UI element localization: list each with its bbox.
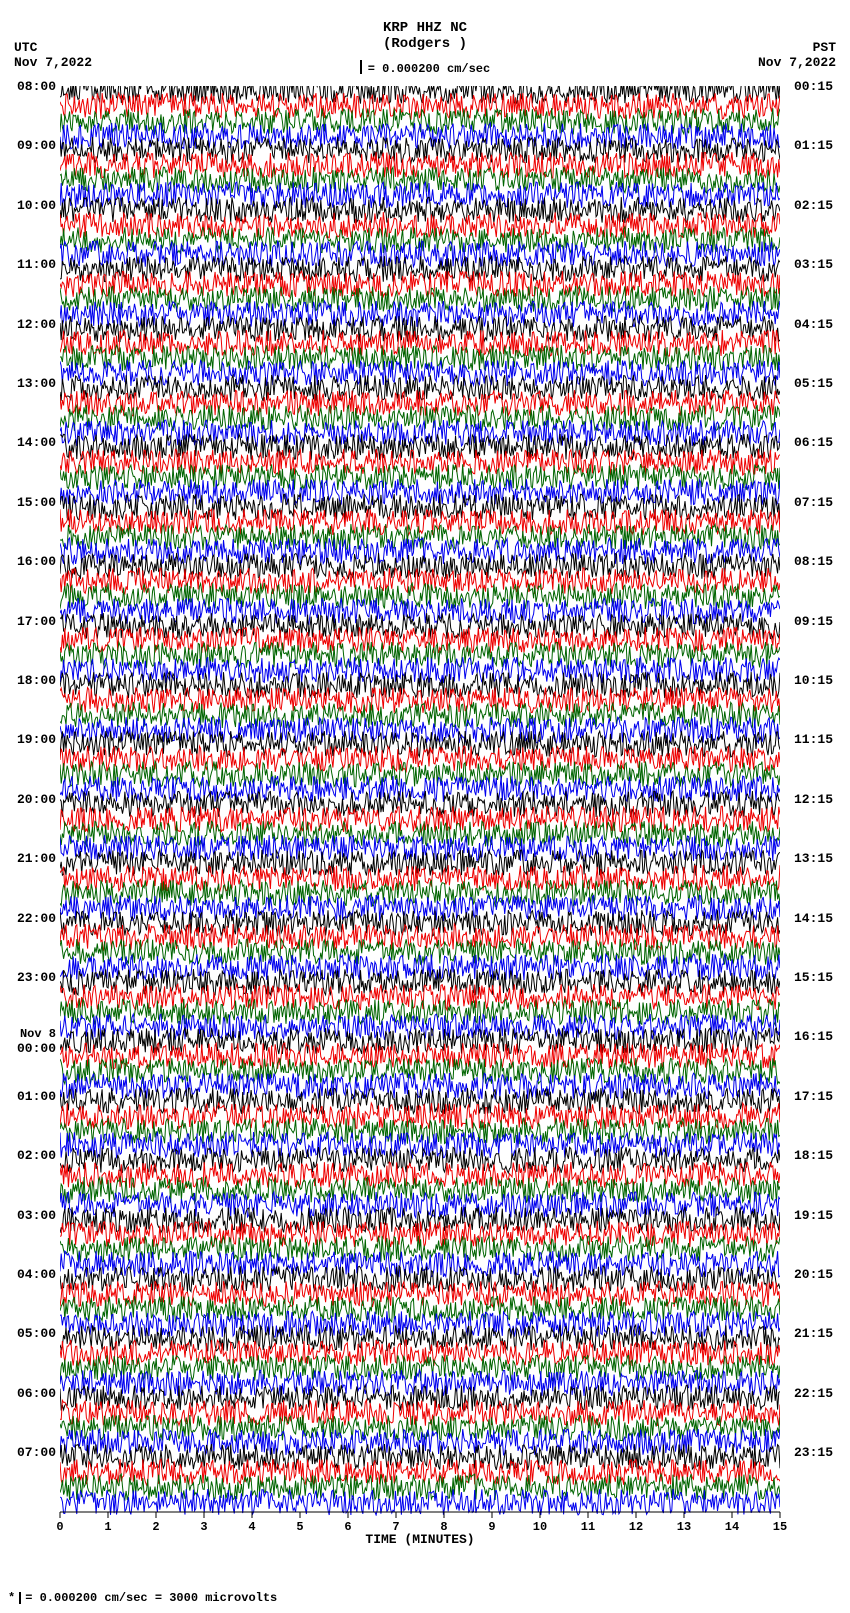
left-time-label: 03:00 bbox=[10, 1208, 56, 1223]
left-date-marker: Nov 8 bbox=[10, 1027, 56, 1041]
left-time-label: 04:00 bbox=[10, 1267, 56, 1282]
right-time-label: 10:15 bbox=[794, 673, 840, 688]
left-time-label: 17:00 bbox=[10, 614, 56, 629]
scale-text: = 0.000200 cm/sec bbox=[368, 62, 490, 76]
right-time-label: 23:15 bbox=[794, 1445, 840, 1460]
seismogram-container: KRP HHZ NC (Rodgers ) UTC Nov 7,2022 PST… bbox=[0, 0, 850, 1613]
tz-right-label: PST bbox=[758, 40, 836, 55]
x-axis-label: TIME (MINUTES) bbox=[60, 1532, 780, 1547]
station-title: KRP HHZ NC bbox=[0, 20, 850, 36]
left-time-label: 01:00 bbox=[10, 1089, 56, 1104]
tz-left-label: UTC bbox=[14, 40, 92, 55]
right-time-label: 05:15 bbox=[794, 376, 840, 391]
right-time-label: 14:15 bbox=[794, 911, 840, 926]
right-time-label: 17:15 bbox=[794, 1089, 840, 1104]
scale-bar-icon bbox=[19, 1592, 21, 1604]
right-time-label: 04:15 bbox=[794, 317, 840, 332]
left-time-label: 05:00 bbox=[10, 1326, 56, 1341]
right-time-label: 15:15 bbox=[794, 970, 840, 985]
left-time-label: 23:00 bbox=[10, 970, 56, 985]
right-time-label: 13:15 bbox=[794, 851, 840, 866]
footer-scale: * = 0.000200 cm/sec = 3000 microvolts bbox=[8, 1591, 277, 1605]
left-time-label: 06:00 bbox=[10, 1386, 56, 1401]
right-time-label: 07:15 bbox=[794, 495, 840, 510]
right-time-label: 00:15 bbox=[794, 79, 840, 94]
left-time-label: 16:00 bbox=[10, 554, 56, 569]
left-time-label: 02:00 bbox=[10, 1148, 56, 1163]
left-time-label: 07:00 bbox=[10, 1445, 56, 1460]
right-time-label: 08:15 bbox=[794, 554, 840, 569]
footer-star: * bbox=[8, 1591, 15, 1605]
right-time-label: 16:15 bbox=[794, 1029, 840, 1044]
right-time-label: 11:15 bbox=[794, 732, 840, 747]
right-time-label: 19:15 bbox=[794, 1208, 840, 1223]
left-time-label: 12:00 bbox=[10, 317, 56, 332]
right-time-label: 12:15 bbox=[794, 792, 840, 807]
left-time-label: 22:00 bbox=[10, 911, 56, 926]
left-time-label: 09:00 bbox=[10, 138, 56, 153]
right-time-label: 03:15 bbox=[794, 257, 840, 272]
left-time-label: 08:00 bbox=[10, 79, 56, 94]
right-time-label: 20:15 bbox=[794, 1267, 840, 1282]
right-time-label: 06:15 bbox=[794, 435, 840, 450]
footer-text: = 0.000200 cm/sec = 3000 microvolts bbox=[25, 1591, 277, 1605]
left-time-label: 21:00 bbox=[10, 851, 56, 866]
left-time-label: 18:00 bbox=[10, 673, 56, 688]
right-time-label: 18:15 bbox=[794, 1148, 840, 1163]
left-time-label: 14:00 bbox=[10, 435, 56, 450]
station-subtitle: (Rodgers ) bbox=[0, 36, 850, 52]
scale-indicator-top: = 0.000200 cm/sec bbox=[0, 62, 850, 76]
right-time-label: 02:15 bbox=[794, 198, 840, 213]
header: KRP HHZ NC (Rodgers ) bbox=[0, 20, 850, 52]
right-time-label: 01:15 bbox=[794, 138, 840, 153]
right-time-label: 09:15 bbox=[794, 614, 840, 629]
right-time-label: 21:15 bbox=[794, 1326, 840, 1341]
left-time-label: 20:00 bbox=[10, 792, 56, 807]
left-time-label: 19:00 bbox=[10, 732, 56, 747]
left-time-label: 11:00 bbox=[10, 257, 56, 272]
seismogram-plot bbox=[60, 86, 780, 1516]
left-time-label: 13:00 bbox=[10, 376, 56, 391]
x-axis: 0123456789101112131415TIME (MINUTES) bbox=[60, 1512, 780, 1552]
scale-bar-icon bbox=[360, 60, 362, 74]
left-time-label: 10:00 bbox=[10, 198, 56, 213]
left-time-label: 00:00 bbox=[10, 1041, 56, 1056]
left-time-label: 15:00 bbox=[10, 495, 56, 510]
right-time-label: 22:15 bbox=[794, 1386, 840, 1401]
